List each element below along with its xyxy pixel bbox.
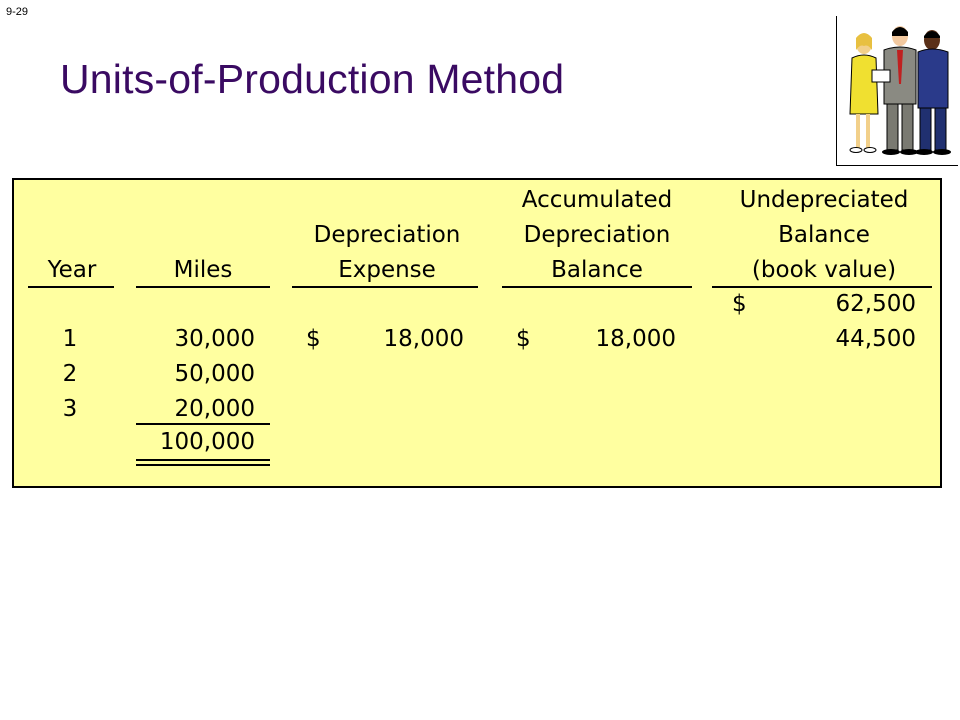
header-undep-line1: Undepreciated (739, 187, 909, 213)
row1-accum-balance: 18,000 (595, 326, 676, 352)
header-rule-dep-expense (292, 286, 478, 288)
double-rule-bottom (136, 464, 270, 466)
opening-dollar-sign: $ (732, 291, 747, 317)
header-rule-accum (502, 286, 692, 288)
row1-miles: 30,000 (174, 326, 255, 352)
header-rule-miles (136, 286, 270, 288)
slide-number: 9-29 (6, 6, 29, 18)
total-rule (136, 423, 270, 425)
opening-balance: 62,500 (835, 291, 916, 317)
slide-title: Units-of-Production Method (60, 56, 565, 102)
clipart-frame-bottom (836, 165, 958, 166)
header-accum-line3: Balance (551, 257, 643, 283)
row1-book-value: 44,500 (835, 326, 916, 352)
header-dep-expense-line1: Depreciation (313, 222, 461, 248)
row1-dep-dollar: $ (306, 326, 321, 352)
clipart-frame-left (836, 16, 837, 166)
row3-miles: 20,000 (174, 396, 255, 422)
header-miles: Miles (173, 257, 233, 283)
total-miles: 100,000 (159, 429, 255, 455)
row1-accum-dollar: $ (516, 326, 531, 352)
header-undep-line2: Balance (778, 222, 870, 248)
depreciation-table: Year Miles Depreciation Expense Accumula… (12, 178, 942, 488)
header-accum-line1: Accumulated (521, 187, 673, 213)
header-accum-line2: Depreciation (523, 222, 671, 248)
header-year: Year (47, 257, 97, 283)
row3-year: 3 (62, 396, 78, 422)
row1-dep-expense: 18,000 (383, 326, 464, 352)
header-dep-expense-line2: Expense (338, 257, 436, 283)
row2-year: 2 (62, 361, 78, 387)
business-people-clipart (849, 26, 951, 155)
header-rule-year (28, 286, 114, 288)
row2-miles: 50,000 (174, 361, 255, 387)
header-rule-undep (712, 286, 932, 288)
double-rule-top (136, 459, 270, 461)
row1-year: 1 (62, 326, 78, 352)
header-undep-line3: (book value) (751, 257, 897, 283)
